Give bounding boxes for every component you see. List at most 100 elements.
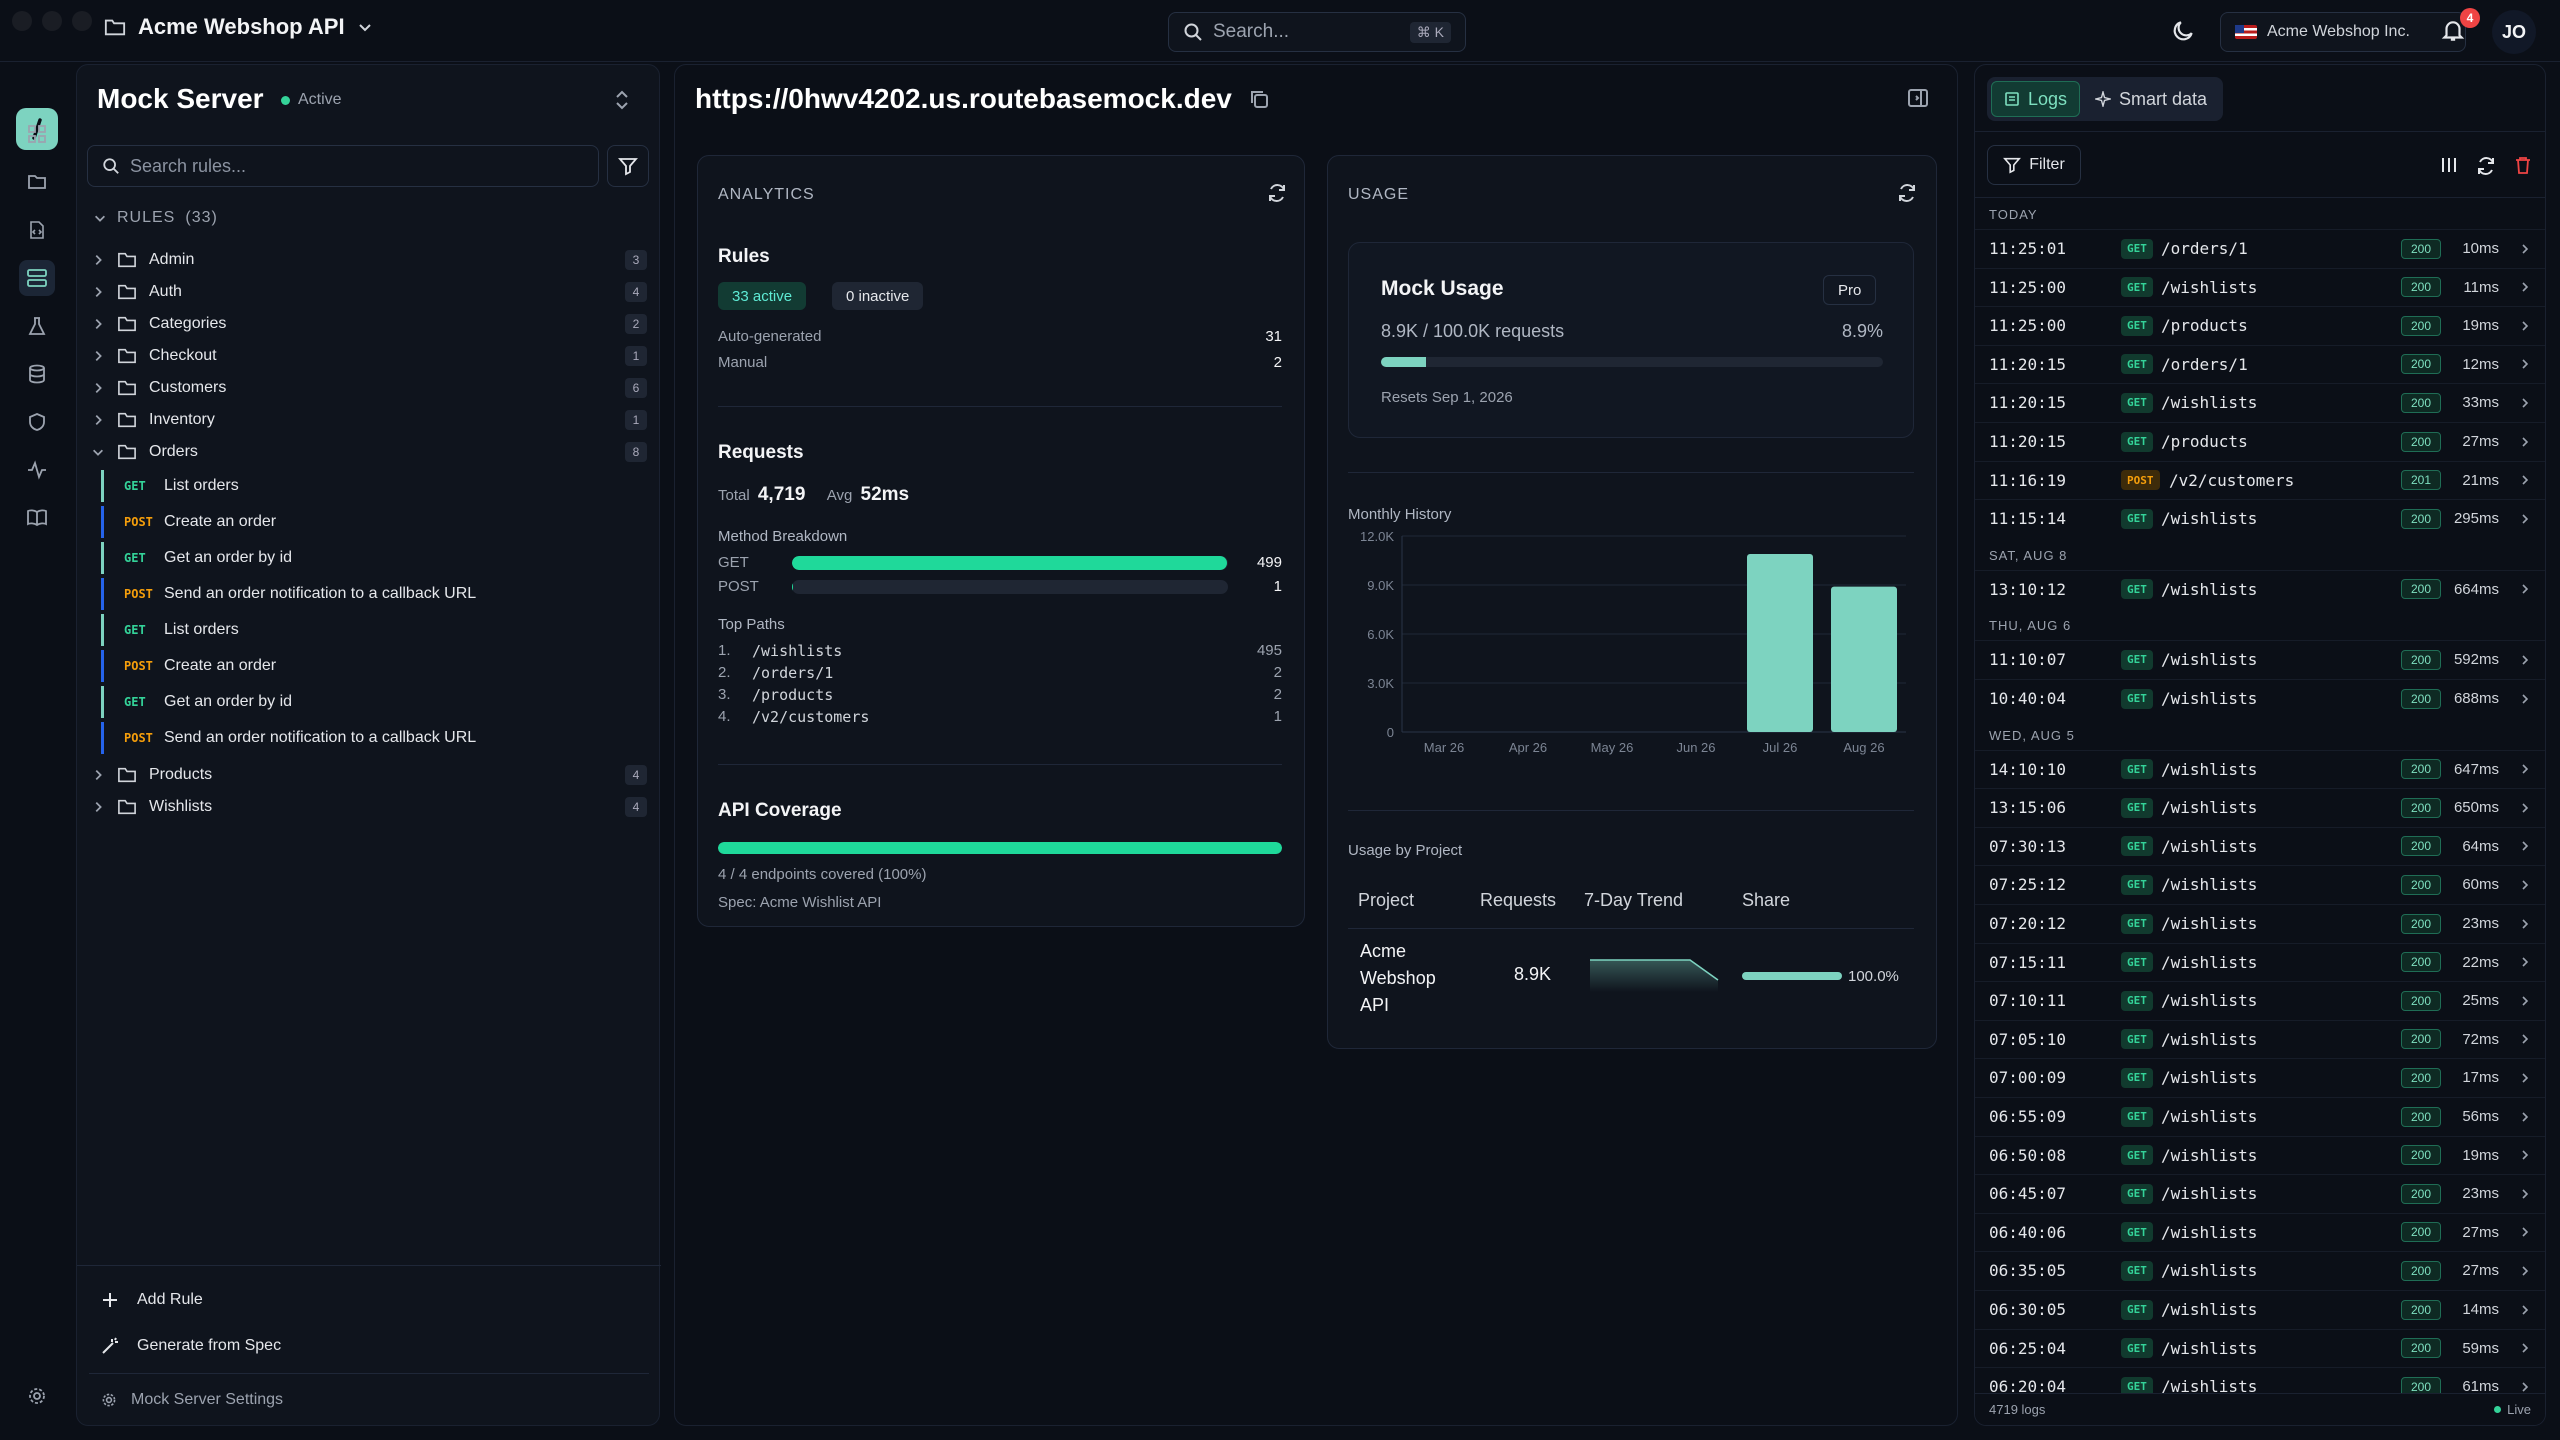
book-icon[interactable] (19, 500, 55, 536)
log-row[interactable]: 11:10:07 GET/wishlists 200 592ms (1975, 640, 2545, 678)
log-row[interactable]: 11:20:15 GET/orders/1 200 12ms (1975, 344, 2545, 383)
log-path: /wishlists (2161, 1107, 2258, 1126)
dashboard-icon[interactable] (19, 116, 55, 152)
log-row[interactable]: 06:50:08 GET/wishlists 200 19ms (1975, 1135, 2545, 1174)
rule-folder[interactable]: Auth 4 (91, 277, 647, 307)
file-code-icon[interactable] (19, 212, 55, 248)
flask-icon[interactable] (19, 308, 55, 344)
usage-by-project-title: Usage by Project (1348, 842, 1463, 859)
folder-name: Inventory (149, 411, 215, 428)
log-row[interactable]: 11:25:00 GET/wishlists 200 11ms (1975, 267, 2545, 306)
log-row[interactable]: 11:25:01 GET/orders/1 200 10ms (1975, 229, 2545, 267)
mock-server-settings-button[interactable]: Mock Server Settings (101, 1391, 283, 1409)
log-row[interactable]: 07:00:09 GET/wishlists 200 17ms (1975, 1058, 2545, 1096)
log-row[interactable]: 07:30:13 GET/wishlists 200 64ms (1975, 826, 2545, 865)
panel-collapse-icon[interactable] (1907, 87, 1929, 109)
log-row[interactable]: 06:25:04 GET/wishlists 200 59ms (1975, 1328, 2545, 1367)
log-row[interactable]: 11:20:15 GET/products 200 27ms (1975, 422, 2545, 460)
log-method: GET (2121, 1183, 2153, 1204)
log-row[interactable]: 06:40:06 GET/wishlists 200 27ms (1975, 1212, 2545, 1251)
project-switcher[interactable]: Acme Webshop API (104, 14, 373, 40)
rules-filter-button[interactable] (607, 145, 649, 187)
rule-folder[interactable]: Products 4 (91, 760, 647, 790)
usage-bar-fill (1381, 357, 1426, 367)
rule-item[interactable]: GET Get an order by id (101, 542, 641, 574)
rule-folder[interactable]: Categories 2 (91, 309, 647, 339)
chevron-right-icon (2522, 655, 2529, 665)
rules-search-input[interactable]: Search rules... (87, 145, 599, 187)
log-method: GET (2121, 913, 2153, 934)
chevron-right-icon (2522, 1073, 2529, 1083)
log-row[interactable]: 10:40:04 GET/wishlists 200 688ms (1975, 679, 2545, 717)
refresh-icon[interactable] (1266, 182, 1288, 204)
logs-count: 4719 logs (1989, 1402, 2046, 1417)
app-logo[interactable] (16, 108, 58, 150)
shield-icon[interactable] (19, 404, 55, 440)
chevron-right-icon (2522, 918, 2529, 929)
magic-wand-icon (102, 1337, 118, 1354)
logs-filter-button[interactable]: Filter (1987, 145, 2081, 185)
log-row[interactable]: 06:55:09 GET/wishlists 200 56ms (1975, 1097, 2545, 1135)
log-row[interactable]: 11:15:14 GET/wishlists 200 295ms (1975, 499, 2545, 537)
log-duration: 60ms (2462, 876, 2499, 894)
rule-folder[interactable]: Checkout 1 (91, 341, 647, 371)
add-rule-button[interactable]: Add Rule (101, 1291, 203, 1309)
folder-icon (118, 380, 136, 396)
rule-label: Send an order notification to a callback… (164, 729, 477, 746)
generate-from-spec-button[interactable]: Generate from Spec (101, 1337, 281, 1355)
log-row[interactable]: 06:30:05 GET/wishlists 200 14ms (1975, 1290, 2545, 1328)
database-icon[interactable] (19, 356, 55, 392)
log-row[interactable]: 14:10:10 GET/wishlists 200 647ms (1975, 749, 2545, 788)
folder-name: Admin (149, 251, 195, 268)
global-search[interactable]: Search... ⌘ K (1168, 12, 1466, 52)
moon-icon[interactable] (2170, 18, 2196, 44)
rules-header[interactable]: RULES (33) (93, 209, 218, 227)
log-row[interactable]: 06:35:05 GET/wishlists 200 27ms (1975, 1251, 2545, 1289)
tab-logs[interactable]: Logs (1991, 81, 2081, 117)
search-icon (103, 158, 119, 174)
log-row[interactable]: 06:45:07 GET/wishlists 200 23ms (1975, 1174, 2545, 1212)
rule-item[interactable]: GET List orders (101, 614, 641, 646)
bell-icon[interactable] (2440, 18, 2466, 44)
log-row[interactable]: 06:20:04 GET/wishlists 200 61ms (1975, 1367, 2545, 1405)
chevron-right-icon (95, 351, 102, 361)
window-close-button[interactable] (12, 11, 32, 31)
activity-icon[interactable] (19, 452, 55, 488)
rule-item[interactable]: POST Create an order (101, 506, 641, 538)
tab-smart-data[interactable]: Smart data (2083, 81, 2219, 117)
log-row[interactable]: 13:10:12 GET/wishlists 200 664ms (1975, 569, 2545, 608)
rule-item[interactable]: POST Send an order notification to a call… (101, 722, 641, 754)
rule-folder[interactable]: Admin 3 (91, 245, 647, 275)
org-switcher[interactable]: Acme Webshop Inc. (2220, 12, 2466, 52)
log-row[interactable]: 07:15:11 GET/wishlists 200 22ms (1975, 942, 2545, 981)
log-row[interactable]: 07:25:12 GET/wishlists 200 60ms (1975, 865, 2545, 903)
mock-server-icon[interactable] (19, 260, 55, 296)
rule-item[interactable]: POST Send an order notification to a call… (101, 578, 641, 610)
window-zoom-button[interactable] (72, 11, 92, 31)
log-row[interactable]: 11:20:15 GET/wishlists 200 33ms (1975, 383, 2545, 421)
rule-item[interactable]: GET List orders (101, 470, 641, 502)
window-minimize-button[interactable] (42, 11, 62, 31)
copy-icon[interactable] (1248, 88, 1270, 110)
log-row[interactable]: 07:10:11 GET/wishlists 200 25ms (1975, 981, 2545, 1019)
columns-icon[interactable] (2439, 155, 2459, 175)
rule-item[interactable]: POST Create an order (101, 650, 641, 682)
refresh-icon[interactable] (2475, 155, 2497, 177)
collections-icon[interactable] (19, 164, 55, 200)
gear-icon[interactable] (19, 1378, 55, 1414)
log-row[interactable]: 11:16:19 POST/v2/customers 201 21ms (1975, 460, 2545, 499)
rule-folder[interactable]: Inventory 1 (91, 405, 647, 435)
rule-folder[interactable]: Customers 6 (91, 373, 647, 403)
log-row[interactable]: 07:20:12 GET/wishlists 200 23ms (1975, 904, 2545, 942)
chevron-right-icon (2522, 803, 2529, 813)
trash-icon[interactable] (2513, 155, 2533, 175)
log-row[interactable]: 11:25:00 GET/products 200 19ms (1975, 306, 2545, 344)
log-row[interactable]: 13:15:06 GET/wishlists 200 650ms (1975, 788, 2545, 826)
rule-folder[interactable]: Wishlists 4 (91, 792, 647, 822)
refresh-icon[interactable] (1896, 182, 1918, 204)
log-row[interactable]: 07:05:10 GET/wishlists 200 72ms (1975, 1019, 2545, 1058)
rule-item[interactable]: GET Get an order by id (101, 686, 641, 718)
avatar[interactable]: JO (2492, 10, 2536, 54)
chevron-updown-icon[interactable] (613, 89, 631, 111)
rule-folder[interactable]: Orders 8 (91, 437, 647, 467)
